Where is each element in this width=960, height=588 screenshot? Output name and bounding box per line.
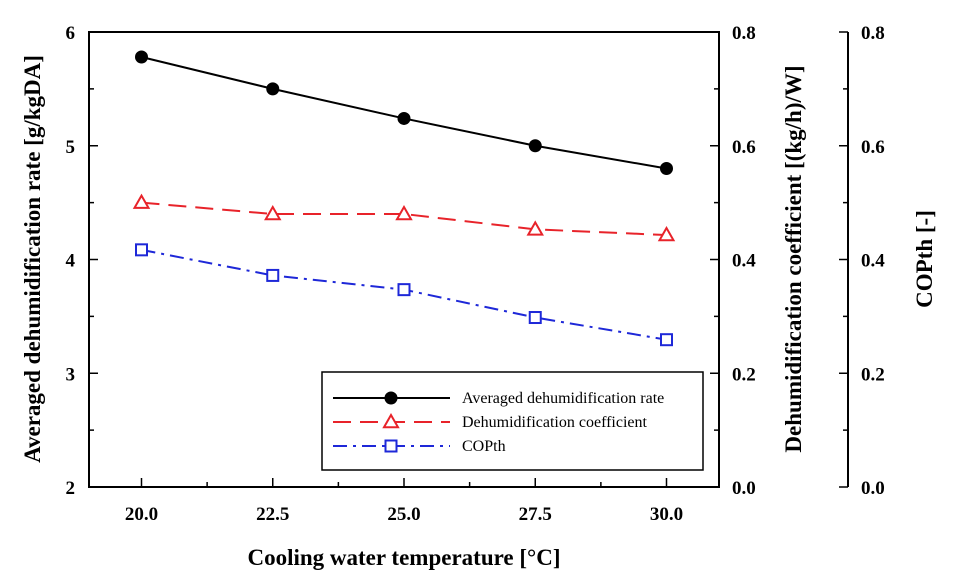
series-layer: [132, 50, 676, 347]
x-tick-label: 30.0: [650, 504, 683, 525]
left-tick-label: 6: [66, 23, 76, 44]
series-3-point: [528, 311, 542, 325]
series-2-point: [132, 193, 151, 209]
series-2-point: [264, 204, 282, 221]
right2-tick-label: 0.4: [861, 251, 885, 272]
left-tick-label: 3: [66, 364, 76, 385]
right-y-axis-title-copth: COPth [-]: [912, 210, 937, 308]
x-tick-label: 25.0: [387, 504, 420, 525]
right2-tick-label: 0.8: [861, 23, 885, 44]
series-1-point: [528, 139, 542, 153]
right-y-axis-title-dehumidification-coefficient: Dehumidification coefficient [(kg/h)/W]: [781, 65, 806, 452]
x-axis-title: Cooling water temperature [°C]: [247, 545, 560, 570]
series-1-point: [266, 82, 280, 96]
x-tick-label: 22.5: [256, 504, 289, 525]
series-2-point: [395, 204, 413, 221]
x-axis: 20.0 22.5 25.0 27.5 30.0: [125, 478, 683, 525]
legend-marker-2: [382, 412, 400, 429]
left-y-axis-title: Averaged dehumidification rate [g/kgDA]: [20, 55, 45, 463]
legend-box: [321, 371, 704, 471]
series-3-point: [397, 283, 411, 297]
left-tick-label: 4: [66, 251, 76, 272]
right1-tick-label: 0.4: [732, 251, 756, 272]
series-1-point: [135, 50, 148, 64]
legend-label-1: Averaged dehumidification rate: [462, 390, 664, 407]
series-3-point: [266, 268, 280, 282]
series-2-point: [526, 220, 544, 236]
right-y-axis-dehumidification-coefficient: 0.0 0.2 0.4 0.6 0.8: [710, 23, 756, 499]
right2-tick-label: 0.6: [861, 137, 885, 158]
series-line-2: [141, 201, 667, 237]
left-tick-label: 2: [66, 478, 76, 499]
legend-items: Averaged dehumidification rate Dehumidifi…: [333, 390, 664, 455]
left-tick-label: 5: [66, 137, 76, 158]
right1-tick-label: 0.0: [732, 478, 756, 499]
right1-tick-label: 0.8: [732, 23, 756, 44]
left-y-axis: 2 3 4 5 6: [66, 23, 98, 499]
legend-marker-3: [384, 439, 398, 453]
series-1-point: [660, 162, 673, 175]
series-1-point: [397, 111, 411, 125]
legend: Averaged dehumidification rate Dehumidifi…: [321, 371, 704, 471]
right-y-axis-copth: 0.0 0.2 0.4 0.6 0.8: [839, 23, 885, 499]
right1-tick-label: 0.2: [732, 364, 756, 385]
legend-marker-1: [384, 391, 398, 405]
series-2-point: [657, 226, 676, 242]
legend-label-3: COPth: [462, 438, 506, 455]
series-3-point: [135, 243, 148, 257]
right2-tick-label: 0.0: [861, 478, 885, 499]
legend-label-2: Dehumidification coefficient: [462, 414, 648, 431]
right1-tick-label: 0.6: [732, 137, 756, 158]
x-tick-label: 27.5: [519, 504, 552, 525]
right2-tick-label: 0.2: [861, 364, 885, 385]
series-3-point: [660, 333, 673, 347]
x-tick-label: 20.0: [125, 504, 158, 525]
